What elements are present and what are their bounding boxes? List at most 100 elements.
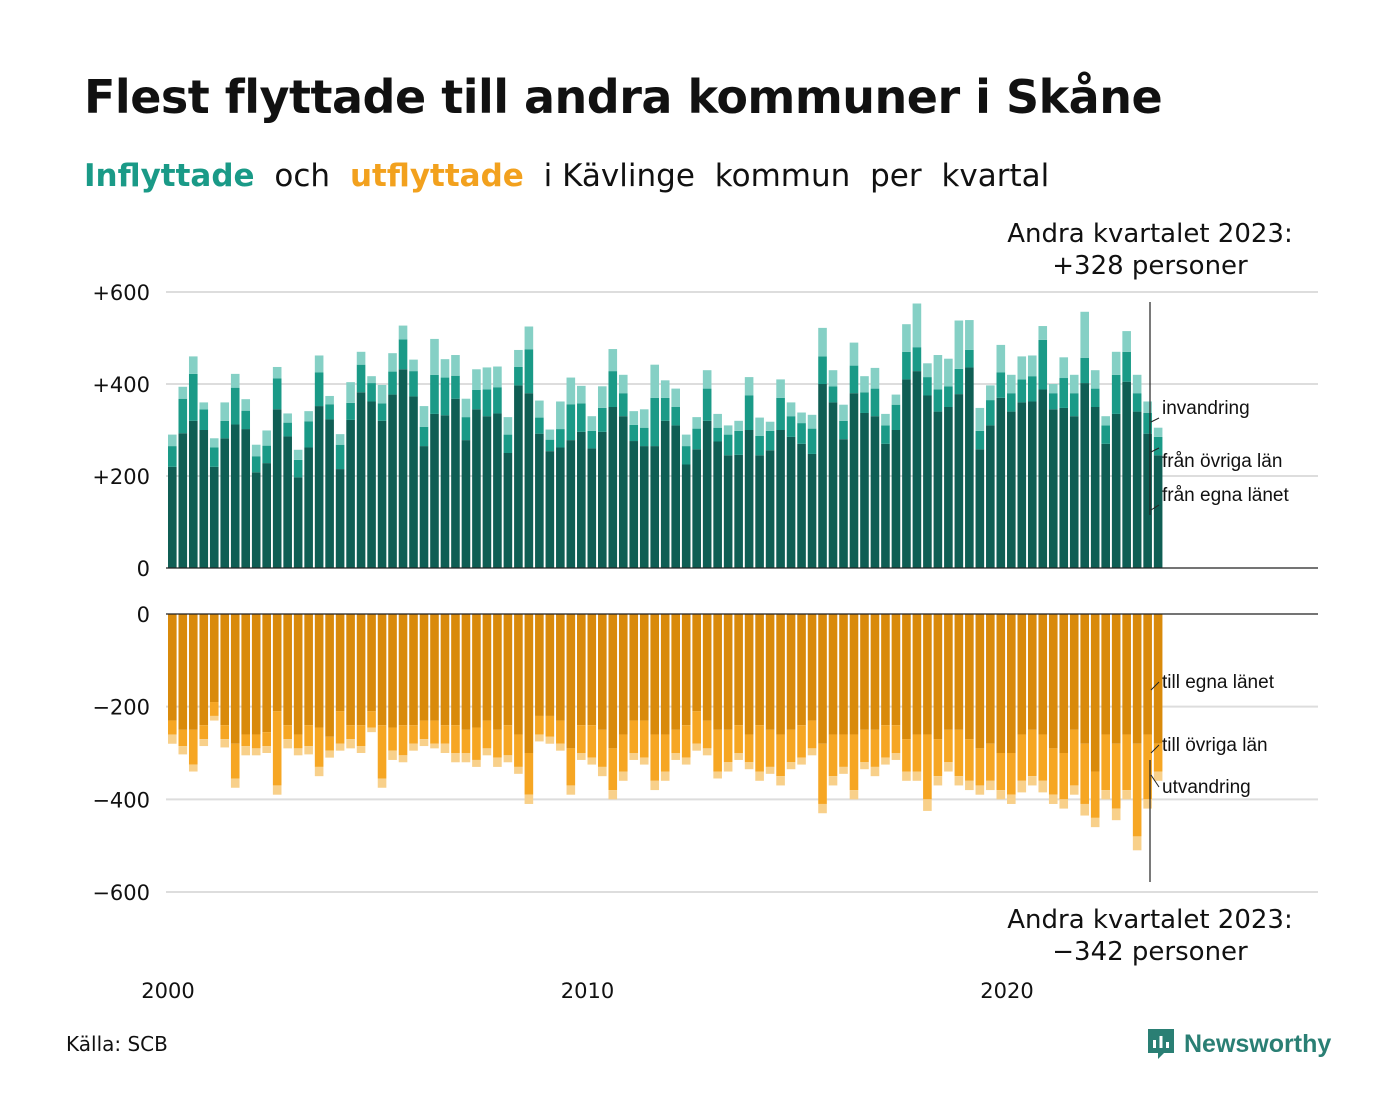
bar-in-own: [692, 449, 701, 568]
bar-out-own: [209, 614, 219, 703]
bar-out-other: [209, 702, 219, 716]
bar-out-emigration: [839, 766, 848, 774]
bar-out-emigration: [933, 776, 943, 786]
bar-in-own: [168, 466, 177, 568]
series-labels: invandring från övriga län från egna länet…: [1150, 398, 1289, 798]
bar-in-immigration: [545, 429, 555, 440]
bar-in-own: [1038, 389, 1048, 568]
bar-out-other: [1038, 734, 1048, 781]
bar-in-other: [419, 426, 429, 447]
series-label-inflow: från egna länet: [1162, 485, 1289, 506]
bar-out-own: [493, 614, 502, 730]
bar-out-other: [996, 753, 1006, 791]
subtitle-kommun-name: i Kävlinge: [543, 158, 695, 194]
bar-out-other: [818, 743, 827, 804]
bar-out-emigration: [1059, 799, 1069, 809]
bar-in-own: [1017, 402, 1027, 568]
bar-in-other: [1027, 376, 1037, 402]
bar-in-immigration: [1111, 351, 1121, 375]
bar-out-emigration: [608, 790, 618, 800]
bar-in-own: [828, 402, 838, 568]
bar-out-own: [954, 614, 964, 730]
bar-in-own: [283, 436, 292, 568]
bar-in-other: [839, 420, 848, 440]
bar-out-own: [1122, 614, 1131, 735]
bar-in-immigration: [797, 412, 806, 424]
bar-in-immigration: [188, 356, 198, 374]
bar-out-emigration: [965, 780, 974, 791]
bar-out-other: [1048, 748, 1058, 795]
bar-in-own: [388, 394, 397, 568]
bar-out-own: [755, 614, 764, 726]
bar-out-other: [1017, 734, 1027, 781]
bar-in-other: [1048, 393, 1058, 410]
annotation-top: Andra kvartalet 2023: +328 personer: [1000, 218, 1300, 282]
bar-in-immigration: [828, 370, 838, 387]
bar-out-own: [262, 614, 271, 733]
bar-in-own: [577, 431, 586, 568]
bar-in-other: [723, 434, 733, 456]
bar-out-emigration: [1038, 780, 1048, 793]
bar-out-emigration: [713, 771, 722, 779]
bar-out-emigration: [1122, 790, 1131, 800]
bar-in-immigration: [419, 406, 429, 427]
bar-in-other: [209, 447, 219, 467]
bar-in-own: [734, 454, 743, 568]
bar-out-own: [272, 614, 282, 712]
bar-out-own: [807, 614, 817, 721]
bar-in-immigration: [629, 411, 639, 425]
bar-in-immigration: [776, 379, 785, 398]
bar-out-own: [618, 614, 628, 735]
bar-out-emigration: [723, 762, 733, 772]
bar-in-immigration: [849, 342, 859, 366]
bar-in-own: [503, 453, 513, 568]
bar-out-own: [933, 614, 943, 740]
bar-out-other: [1111, 743, 1121, 809]
bar-in-immigration: [608, 349, 618, 372]
bar-in-immigration: [524, 326, 534, 350]
bar-in-immigration: [723, 425, 733, 435]
bar-in-own: [639, 446, 649, 568]
bar-out-emigration: [577, 753, 586, 760]
bar-out-own: [409, 614, 418, 726]
bar-out-other: [723, 729, 733, 763]
bar-out-other: [629, 720, 639, 753]
bar-out-other: [262, 732, 271, 747]
bar-out-emigration: [944, 762, 953, 772]
bar-out-other: [356, 725, 366, 747]
bar-in-other: [188, 373, 198, 421]
bar-in-other: [1059, 378, 1069, 408]
bar-in-other: [493, 387, 502, 414]
leader-line: [1150, 774, 1160, 788]
bar-out-own: [797, 614, 806, 726]
bar-out-other: [1059, 753, 1069, 800]
bar-in-other: [734, 430, 743, 455]
bar-out-emigration: [860, 762, 869, 770]
newsworthy-logo-icon: [1148, 1029, 1174, 1059]
bar-out-own: [660, 614, 670, 735]
series-label-inflow: invandring: [1162, 398, 1250, 419]
bar-in-own: [535, 433, 544, 568]
bar-in-other: [933, 389, 943, 412]
bar-in-other: [482, 389, 492, 417]
bar-in-other: [1122, 351, 1131, 382]
y-tick-label-top: +600: [92, 281, 150, 305]
bar-in-own: [1153, 455, 1163, 568]
bar-in-immigration: [1027, 355, 1037, 377]
bar-in-other: [713, 427, 722, 442]
bar-in-other: [503, 434, 513, 453]
bar-in-immigration: [535, 400, 544, 418]
bar-in-own: [251, 472, 261, 568]
bar-in-own: [1132, 411, 1142, 568]
y-tick-label-bottom: 0: [137, 603, 150, 627]
bar-out-own: [482, 614, 492, 721]
bar-out-other: [650, 734, 660, 781]
bar-in-other: [430, 374, 439, 414]
bar-in-immigration: [933, 355, 943, 390]
bar-in-other: [535, 417, 544, 434]
bar-in-immigration: [587, 416, 597, 431]
bar-in-other: [377, 403, 387, 421]
bar-in-immigration: [713, 413, 722, 428]
bar-in-immigration: [472, 369, 481, 390]
bar-out-other: [304, 725, 313, 747]
